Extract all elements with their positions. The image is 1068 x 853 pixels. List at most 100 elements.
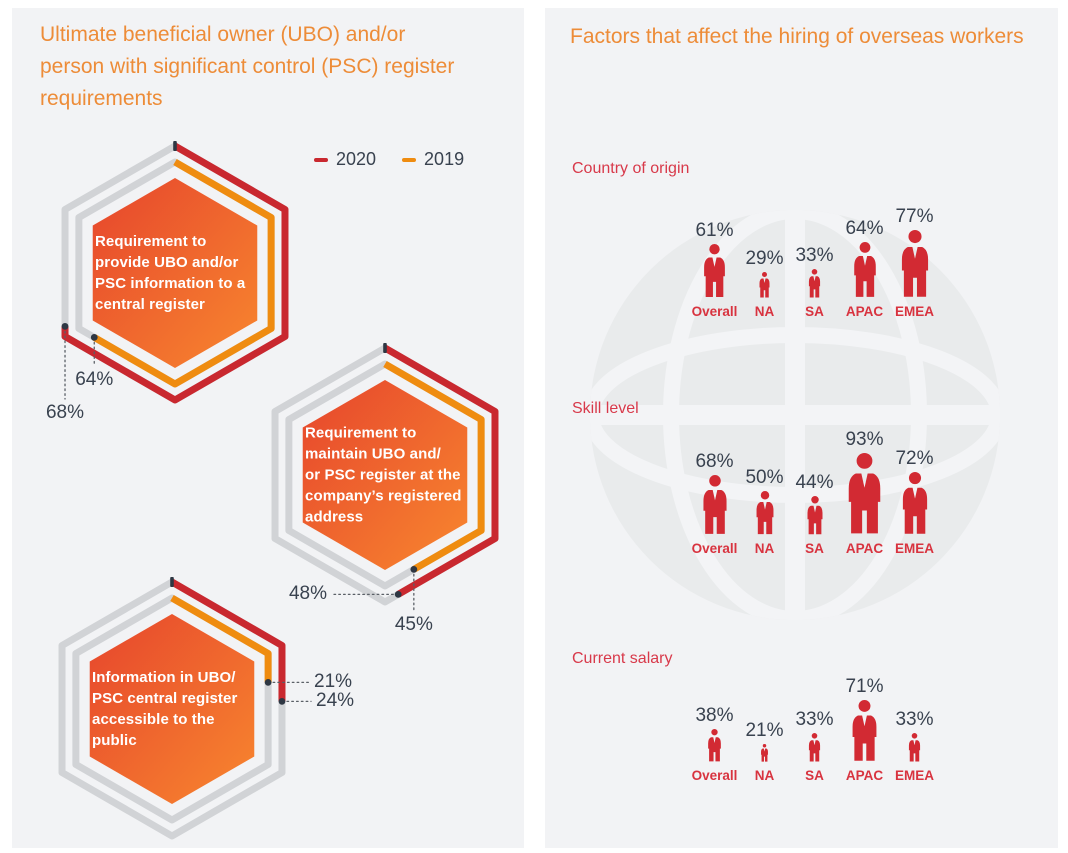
person-body <box>848 473 881 534</box>
hex-fill <box>92 178 258 368</box>
left-panel-title: Ultimate beneficial owner (UBO) and/or p… <box>40 23 455 110</box>
legend-dash-icon <box>402 157 417 162</box>
pictogram-cell: 72% EMEA <box>891 448 938 556</box>
section-label: Current salary <box>572 650 673 667</box>
legend-label: 2020 <box>336 149 377 169</box>
pictogram-value: 33% <box>795 245 834 266</box>
pictogram-value: 50% <box>745 467 784 488</box>
pictogram-value: 68% <box>695 451 734 472</box>
person-body <box>852 715 877 761</box>
hex-arc-2019 <box>75 158 275 388</box>
pictogram-cell: 61% Overall <box>691 220 738 319</box>
pictogram-cell: 50% NA <box>741 467 788 556</box>
person-icon <box>848 453 881 534</box>
pictogram-value: 29% <box>745 248 784 269</box>
hex-arc-2020 <box>271 344 499 606</box>
hex-value-2020: 24% <box>316 690 355 712</box>
pictogram-cell: 77% EMEA <box>891 206 938 319</box>
person-body <box>756 502 773 535</box>
region-label: EMEA <box>894 768 934 783</box>
legend-item-2020: 2020 <box>314 149 376 170</box>
region-label: Overall <box>691 541 738 556</box>
pictogram-value: 64% <box>845 218 884 239</box>
person-icon <box>704 244 725 297</box>
region-label: NA <box>754 768 775 783</box>
hex-start-tick <box>383 343 387 353</box>
legend-dash-icon <box>314 157 328 162</box>
hex-fill <box>302 380 468 570</box>
pictogram-cell: 71% APAC <box>841 676 888 783</box>
person-icon <box>908 733 921 762</box>
hex-arc-2020 <box>58 578 286 840</box>
pictogram-cell: 29% NA <box>741 248 788 319</box>
pictogram-value: 71% <box>845 676 884 697</box>
person-icon <box>807 496 822 535</box>
person-icon <box>902 472 927 534</box>
person-icon <box>761 744 768 762</box>
pictogram-value: 72% <box>895 448 934 469</box>
region-label: EMEA <box>894 541 934 556</box>
pictogram-value: 77% <box>895 206 934 227</box>
pictogram-cell: 21% NA <box>741 720 788 783</box>
hex-arc-2019 <box>285 360 485 590</box>
pictogram-row: 68% Overall 50% NA 44% SA 93% APAC 72% EMEA <box>691 424 949 556</box>
region-label: NA <box>754 541 775 556</box>
person-head <box>810 496 819 504</box>
person-head <box>856 453 873 469</box>
pictogram-row: 61% Overall 29% NA 33% SA 64% APAC 77% EMEA <box>691 187 949 319</box>
person-icon <box>853 242 876 297</box>
person-head <box>811 733 818 739</box>
person-icon <box>808 733 821 762</box>
region-label: APAC <box>845 541 884 556</box>
person-head <box>711 729 718 736</box>
pictogram-cell: 93% APAC <box>841 429 888 556</box>
pictogram-value: 44% <box>795 472 834 493</box>
ubo-psc-register-panel: Ultimate beneficial owner (UBO) and/or p… <box>12 8 524 848</box>
person-body <box>704 257 725 297</box>
arc-end-dot <box>61 322 69 330</box>
region-label: APAC <box>845 304 884 319</box>
hex-arc-2020 <box>61 142 289 404</box>
person-body <box>902 487 927 534</box>
person-body <box>808 276 821 298</box>
person-body <box>853 256 876 297</box>
pictogram-value: 33% <box>895 709 934 730</box>
person-icon <box>702 475 727 534</box>
legend-label: 2019 <box>424 149 465 169</box>
hex-fill <box>89 614 255 804</box>
hex-start-tick <box>170 577 174 587</box>
region-label: EMEA <box>894 304 934 319</box>
person-head <box>709 244 720 255</box>
pictogram-value: 33% <box>795 709 834 730</box>
person-body <box>808 740 821 762</box>
region-label: SA <box>805 541 824 556</box>
hex-value-2020: 68% <box>45 402 85 423</box>
pictogram-cell: 68% Overall <box>691 451 738 556</box>
hex-value-2020: 48% <box>288 583 327 605</box>
person-head <box>859 242 870 253</box>
person-icon <box>756 491 773 535</box>
person-icon <box>708 729 721 762</box>
person-body <box>807 505 822 535</box>
person-head <box>811 269 818 275</box>
person-body <box>702 490 727 534</box>
person-icon <box>759 272 770 298</box>
region-label: SA <box>805 304 824 319</box>
person-head <box>762 744 767 748</box>
arc-end-dot <box>278 697 286 705</box>
person-head <box>762 272 767 277</box>
pictogram-cell: 64% APAC <box>841 218 888 319</box>
person-body <box>708 737 721 762</box>
legend-item-2019: 2019 <box>402 149 464 170</box>
person-head <box>911 733 918 739</box>
pictogram-cell: 33% EMEA <box>891 709 938 783</box>
hex-value-2019: 21% <box>314 671 353 693</box>
legend: 2020 2019 <box>314 149 464 170</box>
person-head <box>858 700 871 712</box>
person-head <box>760 491 769 500</box>
person-icon <box>852 700 877 761</box>
person-head <box>908 472 921 485</box>
hex-value-2019: 45% <box>394 614 433 635</box>
person-icon <box>808 269 821 298</box>
